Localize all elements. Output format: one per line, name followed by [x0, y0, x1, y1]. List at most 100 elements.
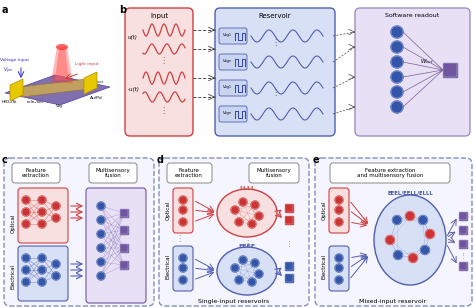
- FancyBboxPatch shape: [315, 158, 472, 306]
- FancyBboxPatch shape: [86, 188, 146, 303]
- Circle shape: [22, 254, 30, 262]
- Circle shape: [391, 41, 403, 53]
- Bar: [443, 63, 457, 77]
- FancyBboxPatch shape: [125, 8, 193, 136]
- Circle shape: [38, 254, 46, 262]
- FancyBboxPatch shape: [18, 246, 68, 301]
- Polygon shape: [5, 75, 110, 105]
- Polygon shape: [55, 49, 69, 80]
- Circle shape: [235, 276, 243, 284]
- Text: $V_{post}$: $V_{post}$: [93, 78, 105, 87]
- Text: Reservoir: Reservoir: [259, 13, 292, 19]
- Circle shape: [335, 264, 343, 272]
- Text: Electrical: Electrical: [321, 253, 327, 278]
- Text: $V_{bgn}$: $V_{bgn}$: [222, 110, 233, 119]
- Circle shape: [405, 212, 414, 221]
- Bar: [285, 216, 293, 224]
- Bar: [285, 274, 293, 282]
- Circle shape: [248, 220, 256, 228]
- Text: Multisensory
fusion: Multisensory fusion: [96, 168, 130, 178]
- Text: LLLL: LLLL: [239, 185, 255, 191]
- FancyBboxPatch shape: [159, 158, 309, 306]
- Circle shape: [335, 206, 343, 214]
- Circle shape: [391, 71, 403, 83]
- FancyBboxPatch shape: [219, 54, 247, 70]
- Circle shape: [38, 220, 46, 228]
- Circle shape: [248, 278, 256, 286]
- FancyBboxPatch shape: [4, 158, 154, 306]
- Bar: [120, 226, 128, 234]
- Text: ⋮: ⋮: [159, 56, 167, 66]
- Circle shape: [22, 278, 30, 286]
- Circle shape: [97, 272, 105, 280]
- Circle shape: [97, 244, 105, 252]
- Text: Feature
extraction: Feature extraction: [22, 168, 50, 178]
- Text: Single-input reservoirs: Single-input reservoirs: [199, 298, 270, 303]
- Text: d: d: [157, 155, 164, 165]
- Text: $V_{bg1}$: $V_{bg1}$: [222, 83, 233, 92]
- FancyBboxPatch shape: [329, 246, 349, 291]
- Circle shape: [179, 264, 187, 272]
- Bar: [459, 212, 467, 220]
- Text: ⋮: ⋮: [243, 236, 251, 245]
- Circle shape: [179, 254, 187, 262]
- Circle shape: [231, 264, 239, 272]
- Text: $W_{out}$: $W_{out}$: [420, 57, 434, 66]
- FancyBboxPatch shape: [173, 188, 193, 233]
- Text: ⋮: ⋮: [271, 38, 279, 47]
- Bar: [120, 244, 128, 252]
- Text: α-In₂Se₃: α-In₂Se₃: [27, 100, 45, 104]
- Bar: [459, 240, 467, 248]
- Polygon shape: [84, 72, 97, 94]
- Text: Feature
extraction: Feature extraction: [175, 168, 203, 178]
- Polygon shape: [10, 79, 23, 101]
- Circle shape: [335, 218, 343, 226]
- Text: Feature extraction
and multisensory fusion: Feature extraction and multisensory fusi…: [357, 168, 423, 178]
- Bar: [459, 226, 467, 234]
- Text: Electrical: Electrical: [165, 253, 171, 278]
- Polygon shape: [51, 47, 73, 83]
- Circle shape: [97, 216, 105, 224]
- Circle shape: [409, 253, 418, 262]
- FancyBboxPatch shape: [249, 163, 299, 183]
- Text: $V_{bg1}$: $V_{bg1}$: [222, 31, 233, 40]
- Bar: [443, 63, 457, 77]
- Text: -u(t): -u(t): [128, 87, 140, 92]
- Circle shape: [335, 196, 343, 204]
- Circle shape: [97, 258, 105, 266]
- Bar: [120, 244, 128, 252]
- Text: Software readout: Software readout: [385, 13, 439, 18]
- Circle shape: [179, 218, 187, 226]
- Circle shape: [235, 218, 243, 226]
- FancyBboxPatch shape: [219, 28, 247, 44]
- Ellipse shape: [56, 44, 68, 50]
- Bar: [120, 261, 128, 269]
- FancyBboxPatch shape: [219, 80, 247, 96]
- Text: Light input: Light input: [75, 62, 99, 66]
- Text: e: e: [313, 155, 319, 165]
- Text: Optical: Optical: [165, 200, 171, 220]
- Circle shape: [97, 230, 105, 238]
- FancyBboxPatch shape: [329, 188, 349, 233]
- Ellipse shape: [217, 247, 277, 295]
- Text: HfO₂/Si: HfO₂/Si: [2, 100, 18, 104]
- Circle shape: [38, 278, 46, 286]
- Circle shape: [38, 208, 46, 216]
- Polygon shape: [20, 78, 97, 97]
- Circle shape: [38, 266, 46, 274]
- Text: u(t): u(t): [128, 35, 138, 40]
- Circle shape: [335, 254, 343, 262]
- Ellipse shape: [374, 195, 446, 285]
- Bar: [120, 226, 128, 234]
- Text: Input: Input: [150, 13, 168, 19]
- Text: ⋮: ⋮: [175, 233, 183, 242]
- Bar: [285, 274, 293, 282]
- Bar: [285, 262, 293, 270]
- Circle shape: [179, 196, 187, 204]
- Circle shape: [419, 216, 428, 225]
- Bar: [285, 204, 293, 212]
- Text: ⋮: ⋮: [459, 252, 466, 258]
- Text: ⋮: ⋮: [271, 88, 279, 98]
- FancyBboxPatch shape: [330, 163, 450, 183]
- Text: Multisensory
fusion: Multisensory fusion: [256, 168, 292, 178]
